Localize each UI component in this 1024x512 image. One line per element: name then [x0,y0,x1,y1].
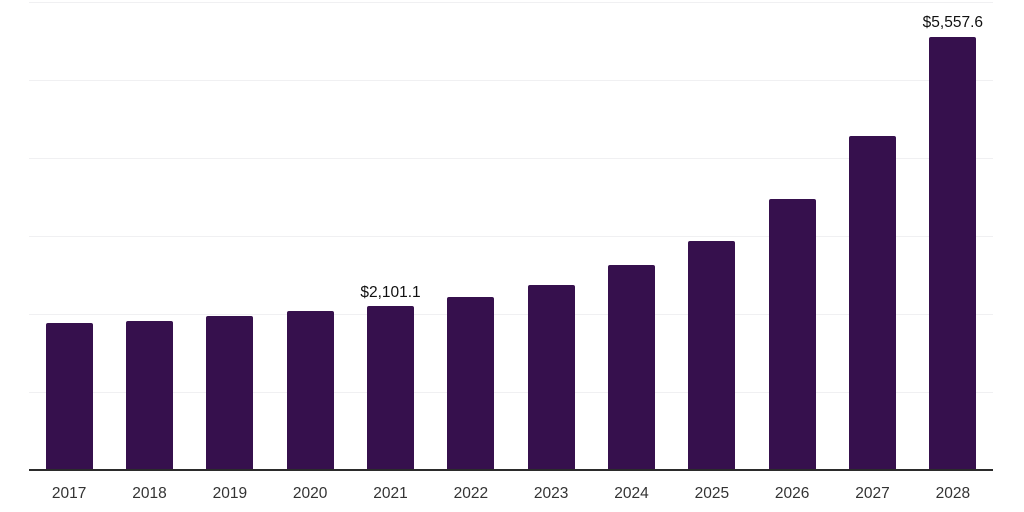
bar-2020 [286,310,334,470]
x-tick-label-2017: 2017 [51,485,87,502]
bar-2023 [527,285,575,470]
gridline-5000 [29,80,993,81]
x-tick-label-2021: 2021 [373,485,408,502]
x-tick-label-2020: 2020 [292,485,328,502]
x-tick-label-2028: 2028 [935,485,971,502]
bar-2027 [849,135,896,470]
gridline-1000 [29,392,993,393]
x-tick-label-2022: 2022 [453,485,489,502]
x-tick-label-2027: 2027 [855,485,890,502]
bar-2017 [45,323,93,470]
bar-2026 [768,198,816,470]
bar-2024 [608,265,655,470]
gridline-4000 [29,158,993,159]
gridline-3000 [29,236,993,237]
x-tick-label-2019: 2019 [212,485,248,502]
bar-2025 [688,241,736,470]
gridline-6000 [29,2,993,3]
bar-2019 [206,315,254,470]
gridline-2000 [29,314,993,315]
bar-value-label-2028: $5,557.6 [922,14,983,32]
bar-value-label-2021: $2,101.1 [360,283,421,301]
bar-2028 [929,36,977,470]
x-tick-label-2024: 2024 [614,485,649,502]
bar-2018 [126,320,173,470]
bar-2021 [367,306,414,470]
x-tick-label-2025: 2025 [694,485,730,502]
x-tick-label-2026: 2026 [774,485,810,502]
x-tick-label-2018: 2018 [132,485,167,502]
bar-2022 [447,297,495,470]
x-tick-label-2023: 2023 [533,485,569,502]
x-axis-line [29,469,993,471]
